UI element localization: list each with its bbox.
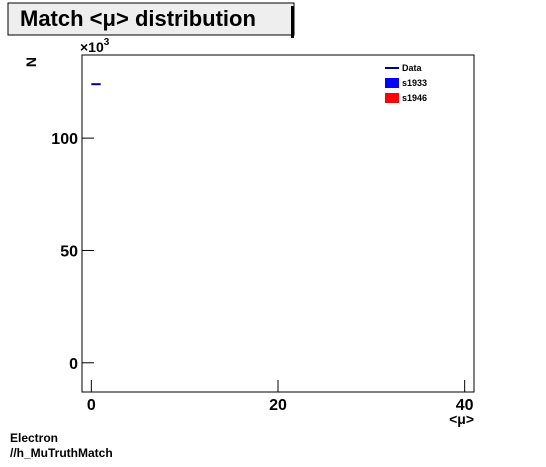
legend-label: s1933 — [402, 78, 427, 88]
y-multiplier-power: 3 — [104, 37, 110, 48]
frame — [81, 54, 475, 393]
footer: Electron — [10, 431, 58, 445]
legend-swatch — [385, 93, 399, 103]
y-axis-label: N — [23, 57, 39, 67]
footer: //h_MuTruthMatch — [10, 446, 113, 460]
y-tick-label: 100 — [51, 131, 78, 148]
x-axis-label: <μ> — [449, 411, 474, 427]
legend-label: Data — [402, 63, 423, 73]
legend-swatch — [385, 78, 399, 88]
y-multiplier: ×103 — [80, 37, 110, 55]
title-box — [7, 2, 295, 36]
y-multiplier-base: ×10 — [80, 39, 104, 55]
chart-title: Match <μ> distribution — [20, 6, 256, 31]
y-tick-label: 0 — [69, 356, 78, 373]
legend-label: s1946 — [402, 93, 427, 103]
title-shadow — [291, 6, 294, 38]
y-tick-label: 50 — [60, 243, 78, 260]
x-tick-label: 20 — [269, 397, 287, 414]
x-tick-label: 40 — [456, 397, 474, 414]
x-tick-label: 0 — [87, 397, 96, 414]
